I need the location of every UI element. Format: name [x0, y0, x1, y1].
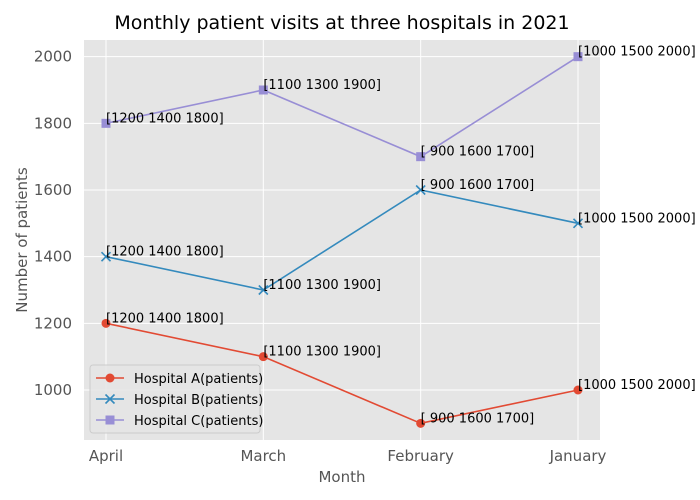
series-0 [101, 318, 583, 428]
data-label: [ 900 1600 1700] [421, 145, 535, 160]
series-layer [100, 52, 584, 428]
data-point [415, 184, 426, 196]
data-label: [1000 1500 2000] [578, 378, 696, 393]
legend-label: Hospital A(patients) [134, 372, 263, 387]
marker-stroke [100, 251, 112, 262]
data-label: [1100 1300 1900] [263, 278, 381, 293]
y-tick-label: 1800 [34, 114, 72, 132]
y-axis-label: Number of patients [13, 167, 31, 313]
data-point [573, 385, 583, 395]
data-point [572, 218, 584, 229]
y-tick-label: 1600 [34, 181, 72, 199]
legend: Hospital A(patients) Hospital B(patients)… [89, 364, 263, 434]
data-point [100, 251, 112, 262]
legend-item: Hospital B(patients) [96, 393, 263, 408]
chart-title: Monthly patient visits at three hospital… [114, 12, 569, 34]
data-point [573, 52, 583, 62]
legend-marker [105, 373, 115, 383]
marker-stroke [572, 218, 584, 229]
series-1 [100, 184, 584, 296]
data-point [101, 118, 111, 128]
y-tick-label: 1400 [34, 248, 72, 266]
series-line [105, 189, 579, 291]
data-point [416, 418, 426, 428]
data-label: [1000 1500 2000] [578, 211, 696, 226]
x-tick-label: February [387, 447, 454, 465]
marker-stroke [415, 184, 426, 196]
data-point [258, 284, 269, 296]
data-point [101, 318, 111, 328]
y-tick-label: 1000 [34, 381, 72, 399]
legend-label: Hospital C(patients) [134, 414, 263, 429]
series-line [105, 55, 579, 158]
x-tick-label: January [549, 447, 607, 465]
data-label: [1200 1400 1800] [106, 311, 224, 326]
legend-box [89, 364, 261, 434]
x-tick-label: April [89, 447, 123, 465]
legend-marker [105, 415, 115, 425]
legend-item: Hospital C(patients) [96, 414, 263, 429]
data-point [416, 152, 426, 162]
data-label: [1200 1400 1800] [106, 111, 224, 126]
legend-marker [104, 393, 116, 405]
data-label: [1100 1300 1900] [263, 78, 381, 93]
data-point [258, 352, 268, 362]
data-labels: [1200 1400 1800] [1100 1300 1900] [ 900 16… [106, 45, 696, 427]
data-label: [1200 1400 1800] [106, 245, 224, 260]
data-label: [ 900 1600 1700] [421, 178, 535, 193]
x-tick-label: March [240, 447, 286, 465]
data-label: [ 900 1600 1700] [421, 411, 535, 426]
series-2 [101, 52, 583, 162]
data-label: [1000 1500 2000] [578, 45, 696, 60]
tick-labels: 1000 1200 1400 1600 1800 2000 April March Februa… [34, 48, 607, 465]
data-point [258, 85, 268, 95]
marker-stroke [104, 393, 116, 405]
legend-item: Hospital A(patients) [96, 372, 263, 387]
x-axis-label: Month [318, 468, 365, 486]
marker-stroke [258, 284, 269, 296]
data-label: [1100 1300 1900] [263, 345, 381, 360]
series-line [105, 322, 579, 425]
y-tick-label: 1200 [34, 314, 72, 332]
legend-label: Hospital B(patients) [134, 393, 263, 408]
y-tick-label: 2000 [34, 48, 72, 66]
